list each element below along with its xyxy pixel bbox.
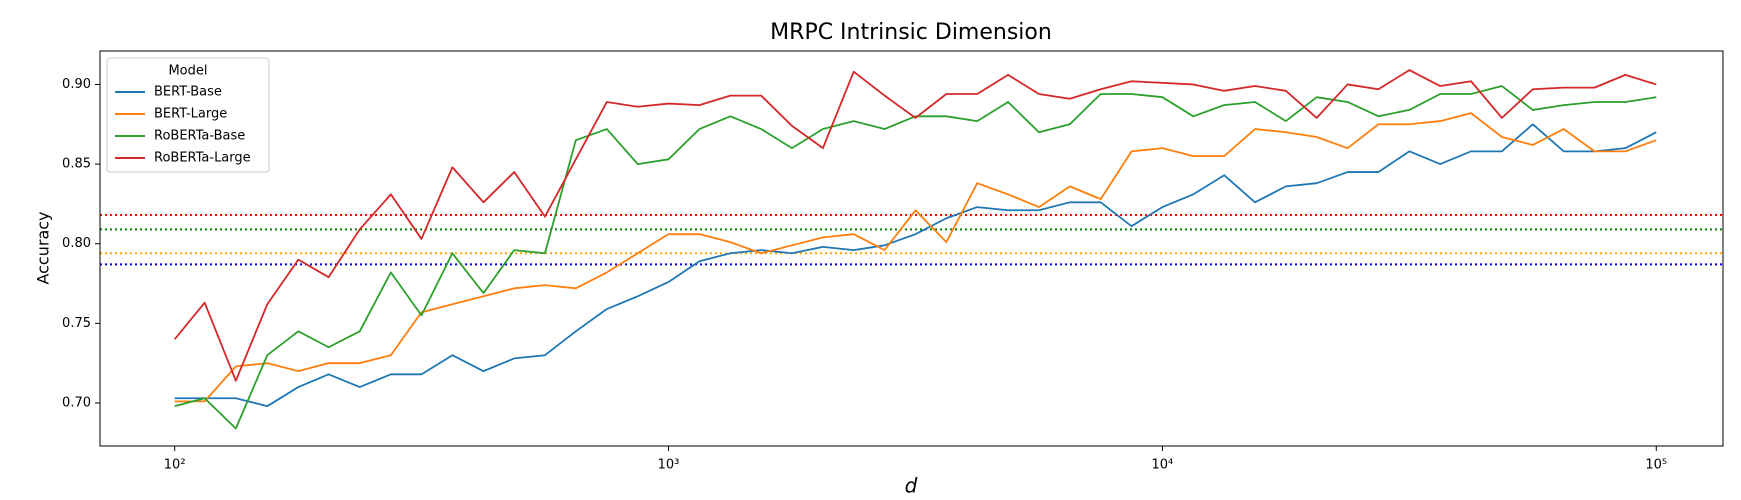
series-line (174, 85, 1657, 430)
legend-label: BERT-Large (154, 107, 227, 122)
series-line (174, 112, 1657, 403)
x-tick-label: 10² (164, 458, 186, 473)
y-axis-label: Accuracy (34, 211, 53, 284)
y-tick-label: 0.70 (62, 395, 91, 410)
y-tick-label: 0.85 (62, 157, 91, 172)
x-tick-label: 10⁵ (1645, 458, 1667, 473)
series-line (173, 69, 1657, 382)
legend-box (106, 57, 270, 173)
y-tick-label: 0.90 (62, 77, 91, 92)
x-tick-label: 10³ (658, 458, 680, 473)
plot-frame (99, 50, 1724, 447)
chart-title: MRPC Intrinsic Dimension (770, 20, 1052, 45)
legend-label: BERT-Base (154, 85, 222, 100)
legend-label: RoBERTa-Base (154, 129, 245, 144)
x-tick-label: 10⁴ (1152, 458, 1174, 473)
legend-title: Model (168, 64, 207, 79)
legend-label: RoBERTa-Large (154, 151, 251, 166)
x-axis-label: d (905, 474, 918, 498)
y-tick-label: 0.80 (62, 236, 91, 251)
series-line (174, 123, 1657, 408)
y-tick-label: 0.75 (62, 316, 91, 331)
